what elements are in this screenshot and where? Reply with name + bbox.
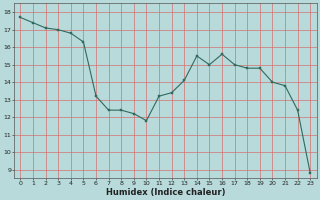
X-axis label: Humidex (Indice chaleur): Humidex (Indice chaleur) [106,188,225,197]
